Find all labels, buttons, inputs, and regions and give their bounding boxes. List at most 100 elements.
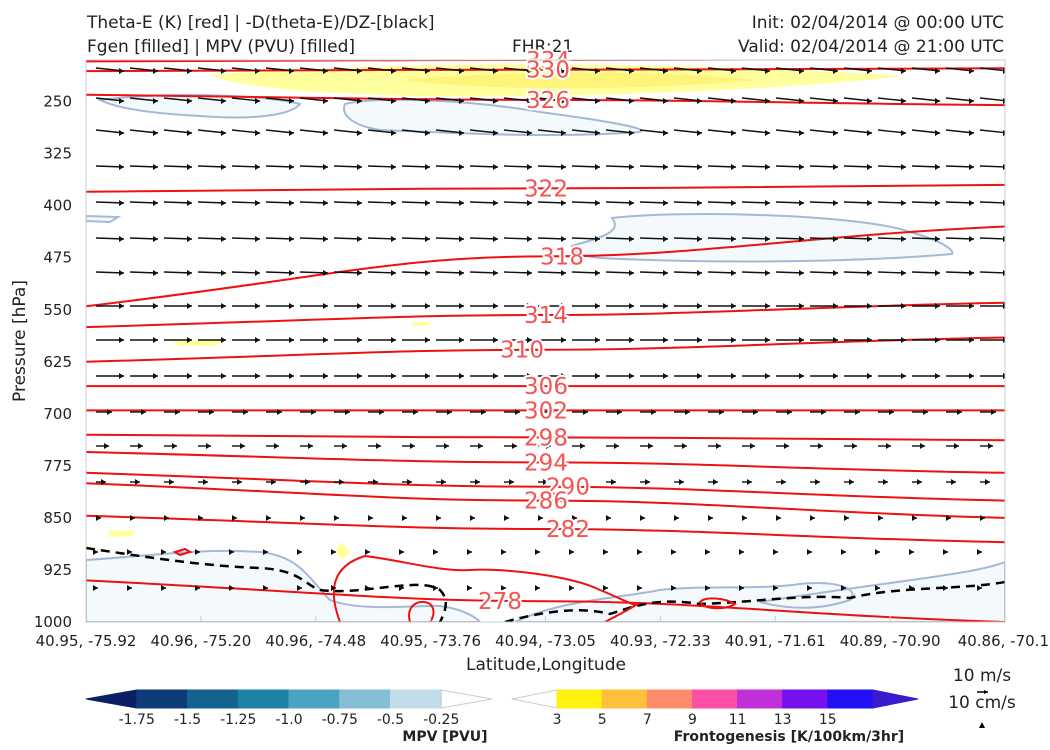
- wind-vector-head: [255, 200, 260, 206]
- wind-vector-head: [323, 164, 328, 170]
- wind-vector-head: [787, 409, 792, 415]
- wind-vector-head: [991, 409, 996, 415]
- wind-vector-head: [436, 515, 441, 521]
- wind-vector-head: [323, 303, 328, 309]
- wind-vector-head: [323, 68, 328, 74]
- wind-vector-head: [867, 337, 872, 343]
- wind-vector-head: [833, 303, 838, 309]
- theta-e-label-294: 294: [524, 450, 568, 476]
- fgen-colorbar-tick-0: 3: [553, 712, 562, 728]
- wind-vector-head: [305, 479, 310, 485]
- mpv-colorbar-swatch-0: [85, 689, 138, 709]
- wind-vector-head: [651, 409, 656, 415]
- wind-vector-head: [300, 515, 305, 521]
- wind-vector-head: [187, 373, 192, 379]
- wind-vector-head: [425, 337, 430, 343]
- theta-e-closed-contour-3: [408, 600, 435, 622]
- wind-vector-head: [841, 549, 846, 555]
- wind-vector-head: [731, 164, 736, 170]
- wind-vector-head: [357, 200, 362, 206]
- wind-vector-head: [410, 443, 415, 449]
- wind-vector-head: [119, 337, 124, 343]
- wind-vector-head: [365, 549, 370, 555]
- wind-vector-head: [765, 200, 770, 206]
- wind-vector-head: [765, 68, 770, 74]
- wind-vector-head: [886, 443, 891, 449]
- wind-vector-head: [467, 549, 472, 555]
- wind-vector-head: [470, 515, 475, 521]
- wind-vector-head: [357, 236, 362, 242]
- wind-vector-head: [821, 409, 826, 415]
- wind-vector-head: [901, 200, 906, 206]
- wind-vector-head: [255, 164, 260, 170]
- wind-vector-head: [198, 515, 203, 521]
- wind-vector-head: [935, 68, 940, 74]
- wind-vector-head: [271, 479, 276, 485]
- fgen-colorbar-tick-3: 9: [688, 712, 697, 728]
- mpv-colorbar-label: MPV [PVU]: [402, 729, 487, 745]
- y-tick-label-9: 925: [43, 561, 72, 579]
- wind-vector-head: [425, 98, 430, 104]
- wind-vector-head: [917, 479, 922, 485]
- fgen-colorbar-swatch-5: [737, 689, 784, 709]
- wind-vector-head: [697, 164, 702, 170]
- wind-vector-head: [153, 130, 158, 136]
- wind-vector-head: [606, 515, 611, 521]
- wind-vector-head: [221, 68, 226, 74]
- wind-vector-head: [255, 236, 260, 242]
- x-tick-label-1: 40.96, -75.20: [150, 632, 251, 650]
- wind-vector-head: [527, 236, 532, 242]
- theta-e-contour-326: [86, 93, 1005, 107]
- wind-vector-head: [543, 479, 548, 485]
- wind-vector-head: [391, 200, 396, 206]
- wind-vector-head: [901, 270, 906, 276]
- wind-vector-head: [107, 409, 112, 415]
- theta-e-contour-286: [86, 482, 1005, 519]
- wind-vector-head: [297, 549, 302, 555]
- wind-vector-head: [679, 479, 684, 485]
- wind-vector-head: [459, 68, 464, 74]
- wind-vector-head: [708, 515, 713, 521]
- wind-vector-head: [289, 200, 294, 206]
- wind-vector-head: [493, 270, 498, 276]
- wind-vector-head: [493, 164, 498, 170]
- theta-e-label-334: 334: [526, 48, 570, 74]
- wind-vector-head: [875, 585, 880, 591]
- wind-vector-head: [561, 68, 566, 74]
- wind-vector-head: [629, 68, 634, 74]
- wind-vector-head: [867, 130, 872, 136]
- wind-vector-head: [357, 130, 362, 136]
- wind-vector-head: [663, 98, 668, 104]
- wind-vector-head: [493, 236, 498, 242]
- wind-vector-head: [747, 479, 752, 485]
- wind-vector-head: [595, 303, 600, 309]
- wind-vector-head: [391, 236, 396, 242]
- wind-vector-head: [799, 373, 804, 379]
- wind-vector-head: [119, 200, 124, 206]
- wind-vector-head: [969, 68, 974, 74]
- wind-vector-head: [603, 549, 608, 555]
- wind-vector-head: [901, 68, 906, 74]
- wind-vector-head: [441, 479, 446, 485]
- wind-vector-head: [810, 515, 815, 521]
- wind-vector-head: [297, 585, 302, 591]
- wind-vector-head: [663, 236, 668, 242]
- wind-vector-head: [345, 409, 350, 415]
- wind-vector-head: [731, 303, 736, 309]
- wind-vector-head: [580, 443, 585, 449]
- wind-vector-head: [527, 130, 532, 136]
- wind-vector-head: [901, 130, 906, 136]
- wind-vector-head: [289, 303, 294, 309]
- wind-vector-head: [289, 98, 294, 104]
- wind-vector-head: [663, 68, 668, 74]
- wind-vector-head: [935, 200, 940, 206]
- wind-vector-head: [561, 164, 566, 170]
- wind-vector-head: [920, 443, 925, 449]
- wind-vector-head: [127, 585, 132, 591]
- wind-vector-head: [130, 515, 135, 521]
- wind-vector-head: [119, 373, 124, 379]
- wind-vector-head: [867, 373, 872, 379]
- wind-vector-head: [716, 443, 721, 449]
- wind-vector-head: [153, 337, 158, 343]
- x-tick-label-2: 40.96, -74.48: [265, 632, 366, 650]
